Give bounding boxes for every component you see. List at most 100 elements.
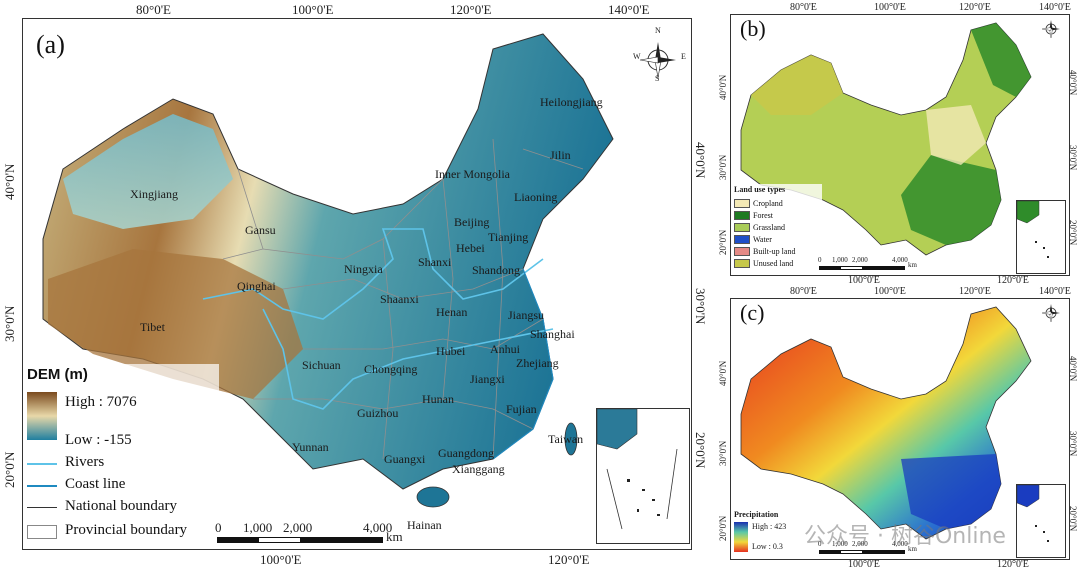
forest-ne: [971, 23, 1031, 97]
legend-low: Low : -155: [65, 432, 132, 448]
precipitation-svg: [740, 306, 1032, 540]
place-label: Guangxi: [384, 452, 426, 466]
compass-n: N: [655, 26, 661, 35]
legend-item-cropland: Cropland: [734, 199, 783, 208]
place-label: Henan: [436, 305, 468, 319]
panel-letter: (a): [36, 30, 65, 59]
panel-letter: (b): [740, 16, 766, 41]
scale-label: 1,000: [832, 540, 848, 548]
scale-label: 0: [818, 540, 822, 548]
provincial-swatch: [27, 525, 57, 539]
scale-bar: 0 1,000 2,000 4,000 km: [818, 540, 928, 556]
legend-title: DEM (m): [27, 366, 88, 383]
provincial-boundaries: [222, 138, 584, 460]
place-label: Tibet: [140, 320, 165, 334]
precipitation-legend: Precipitation High : 423 Low : 0.3: [732, 508, 822, 556]
south-china-sea-inset: [596, 408, 690, 544]
legend-item-built-up: Built-up land: [734, 247, 795, 256]
rivers: [202, 228, 554, 410]
dem-map-svg: [42, 33, 614, 508]
left-tick: 30°0'N: [2, 305, 17, 342]
place-label: Liaoning: [514, 190, 558, 204]
north-arrow-compass-icon: [639, 42, 676, 79]
panel-b-land-use-map: 80°0'E 100°0'E 120°0'E 140°0'E 100°0'E 1…: [714, 0, 1080, 286]
coast-line: [492, 268, 554, 460]
bottom-tick: 100°0'E: [260, 552, 302, 567]
scale-unit: km: [908, 545, 917, 553]
panel-a-dem-map: 80°0'E 100°0'E 120°0'E 140°0'E 100°0'E 1…: [2, 2, 708, 567]
compass-e: E: [681, 52, 686, 61]
place-label: Jiangxi: [470, 372, 505, 386]
hainan-island: [416, 486, 450, 508]
place-label: Yunnan: [292, 440, 329, 454]
scale-label: 0: [215, 520, 222, 535]
legend-high: High : 423: [752, 522, 787, 531]
legend-national: National boundary: [65, 498, 178, 514]
precip-color-ramp: [734, 522, 748, 552]
place-label: Hunan: [422, 392, 454, 406]
place-label: Hubei: [436, 344, 466, 358]
compass-w: W: [633, 52, 641, 61]
xinjiang-basin: [63, 114, 233, 229]
unused-zone: [751, 55, 843, 115]
left-tick: 30°0'N: [718, 440, 728, 466]
right-tick: 20°0'N: [693, 432, 708, 469]
scale-unit: km: [386, 529, 403, 544]
legend-low: Low : 0.3: [752, 542, 783, 551]
cropland-zone: [926, 105, 986, 165]
place-label: Zhejiang: [516, 356, 559, 370]
place-label: Qinghai: [237, 279, 276, 293]
scale-bar: 0 1,000 2,000 4,000 km: [215, 520, 415, 544]
scale-label: 1,000: [243, 520, 273, 535]
legend-coast: Coast line: [65, 476, 126, 492]
map-frame: [730, 298, 1070, 560]
top-tick: 100°0'E: [874, 2, 906, 13]
compass-s: S: [655, 74, 660, 83]
legend-title: Precipitation: [734, 510, 779, 519]
place-label: Shaanxi: [380, 292, 419, 306]
national-swatch: [27, 507, 57, 508]
legend-item-forest: Forest: [734, 211, 773, 220]
place-label: Shandong: [472, 263, 520, 277]
place-label: Ningxia: [344, 262, 383, 276]
scale-label: 4,000: [363, 520, 393, 535]
south-china-sea-inset: [1016, 200, 1066, 274]
place-label: Guangdong: [438, 446, 494, 460]
legend-high: High : 7076: [65, 394, 137, 410]
panel-letter: (c): [740, 300, 765, 325]
place-label: Shanghai: [530, 327, 575, 341]
left-tick: 20°0'N: [718, 515, 728, 541]
taiwan-island: [564, 422, 578, 456]
legend-title: Land use types: [734, 185, 786, 194]
bottom-tick: 120°0'E: [997, 559, 1029, 570]
dem-color-ramp: [27, 392, 57, 440]
legend-item-unused: Unused land: [734, 259, 793, 268]
land-use-legend: Land use types Cropland Forest Grassland…: [732, 184, 822, 274]
place-label: Jiangsu: [508, 308, 544, 322]
place-label: Tianjing: [488, 230, 529, 244]
top-tick: 100°0'E: [292, 2, 334, 17]
right-tick: 40°0'N: [693, 142, 708, 179]
left-tick: 20°0'N: [718, 229, 728, 255]
inset-svg: [596, 408, 678, 530]
left-tick: 40°0'N: [2, 163, 17, 200]
panel-c-precipitation-map: 80°0'E 100°0'E 120°0'E 140°0'E 100°0'E 1…: [714, 286, 1080, 571]
south-china-sea-inset: [1016, 484, 1066, 558]
place-label: Xingjiang: [130, 187, 178, 201]
top-tick: 80°0'E: [136, 2, 171, 17]
dem-legend: DEM (m) High : 7076 Low : -155 Rivers Co…: [23, 364, 219, 544]
place-label: Fujian: [506, 402, 537, 416]
place-label: Anhui: [490, 342, 520, 356]
place-label: Guizhou: [357, 406, 399, 420]
legend-item-grassland: Grassland: [734, 223, 785, 232]
legend-rivers: Rivers: [65, 454, 105, 470]
left-tick: 40°0'N: [718, 360, 728, 386]
scale-bar: 0 1,000 2,000 4,000 km: [818, 256, 928, 272]
north-arrow-compass-icon: [1041, 20, 1060, 39]
place-label: Sichuan: [302, 358, 341, 372]
top-tick: 120°0'E: [450, 2, 492, 17]
place-label: Jilin: [550, 148, 571, 162]
scale-unit: km: [908, 261, 917, 269]
bottom-tick: 120°0'E: [548, 552, 590, 567]
legend-item-water: Water: [734, 235, 772, 244]
